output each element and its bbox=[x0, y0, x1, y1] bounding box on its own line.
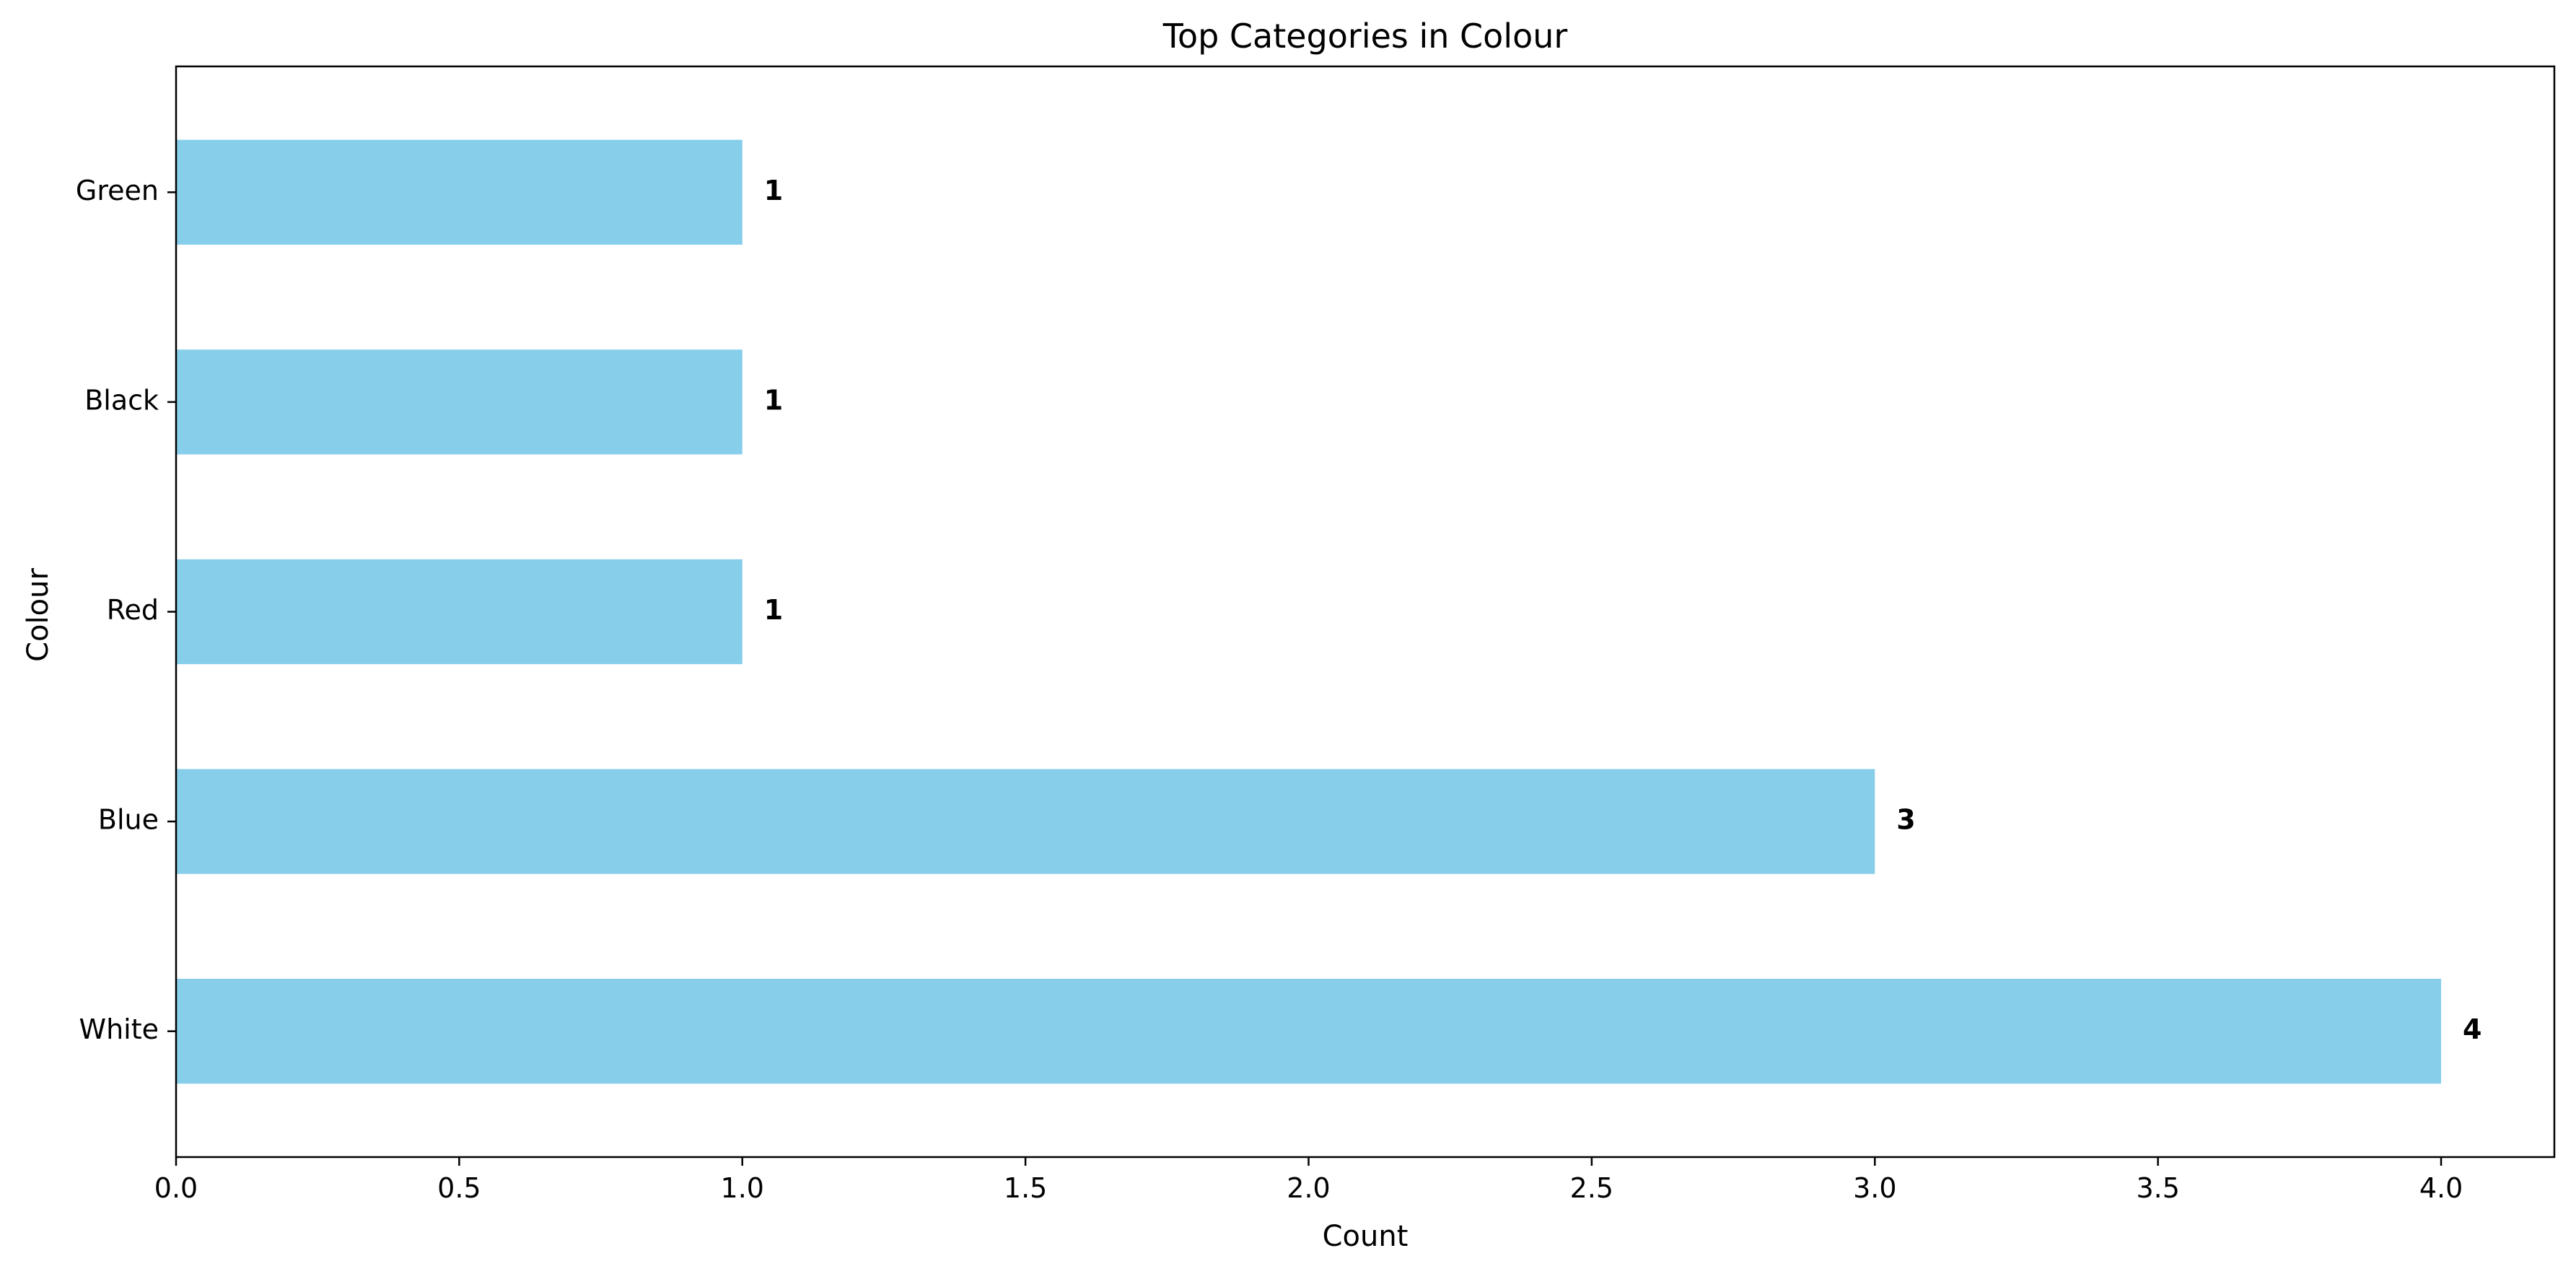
y-axis-ticks: White Blue Red Black Green bbox=[76, 175, 176, 1045]
x-tick-label: 0.5 bbox=[437, 1172, 481, 1204]
x-tick-label: 0.0 bbox=[154, 1172, 198, 1204]
x-axis-label: Count bbox=[1323, 1220, 1409, 1253]
value-label-blue: 3 bbox=[1896, 804, 1915, 836]
bar-green bbox=[176, 139, 742, 245]
bar-black bbox=[176, 349, 742, 455]
x-tick-label: 3.0 bbox=[1853, 1172, 1896, 1204]
y-tick-label-white: White bbox=[79, 1013, 159, 1045]
y-tick-label-red: Red bbox=[107, 594, 159, 626]
value-label-red: 1 bbox=[764, 594, 783, 626]
y-tick-label-blue: Blue bbox=[98, 804, 159, 836]
value-labels-group: 4 3 1 1 1 bbox=[764, 175, 2482, 1045]
plot-frame bbox=[175, 65, 2556, 1159]
x-tick-label: 2.5 bbox=[1570, 1172, 1613, 1204]
bar-white bbox=[176, 979, 2442, 1084]
value-label-green: 1 bbox=[764, 175, 783, 206]
x-tick-label: 2.0 bbox=[1287, 1172, 1330, 1204]
x-axis-ticks: 0.0 0.5 1.0 1.5 2.0 2.5 3.0 3.5 4.0 bbox=[154, 1157, 2463, 1204]
bar-blue bbox=[176, 769, 1875, 874]
y-tick-label-black: Black bbox=[84, 384, 159, 416]
y-axis-label: Colour bbox=[22, 568, 55, 662]
value-label-white: 4 bbox=[2463, 1013, 2481, 1045]
chart-title: Top Categories in Colour bbox=[1162, 17, 1568, 56]
x-tick-label: 3.5 bbox=[2136, 1172, 2179, 1204]
x-tick-label: 1.0 bbox=[721, 1172, 764, 1204]
x-tick-label: 1.5 bbox=[1004, 1172, 1047, 1204]
x-tick-label: 4.0 bbox=[2419, 1172, 2463, 1204]
bar-red bbox=[176, 559, 742, 665]
y-tick-label-green: Green bbox=[76, 175, 159, 206]
bars-group bbox=[176, 139, 2442, 1084]
value-label-black: 1 bbox=[764, 384, 783, 416]
